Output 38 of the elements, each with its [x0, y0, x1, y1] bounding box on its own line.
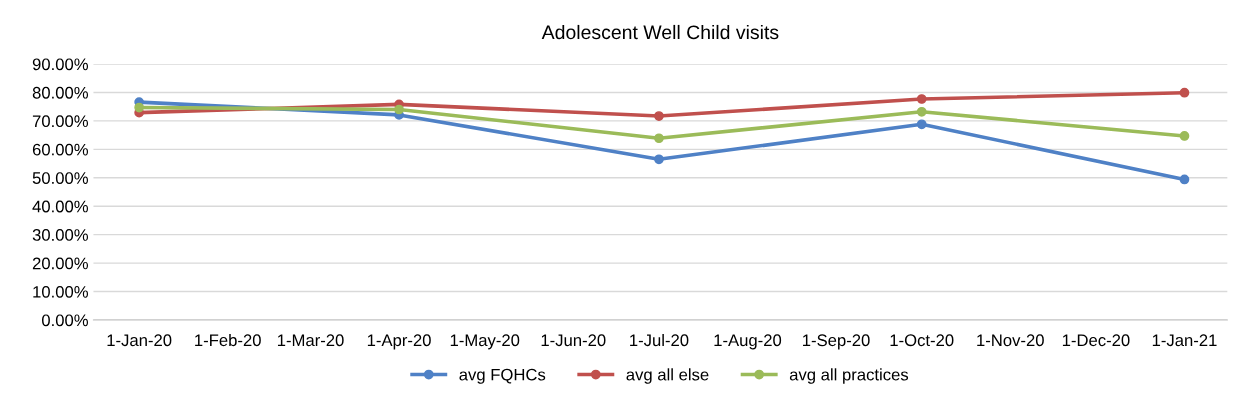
x-tick-label: 1-Feb-20: [195, 333, 261, 347]
point: [654, 154, 664, 165]
y-tick-label: 0.00%: [41, 314, 88, 327]
point: [916, 119, 927, 130]
y-tick-label: 10.00%: [33, 285, 88, 298]
y-tick-label: 60.00%: [32, 143, 88, 156]
point: [1179, 174, 1190, 185]
y-tick-label: 80.00%: [32, 86, 88, 99]
x-tick-label: 1-Mar-20: [277, 334, 344, 347]
point: [654, 111, 664, 121]
y-tick-label: 40.00%: [32, 200, 88, 213]
point: [1179, 87, 1190, 98]
point: [134, 102, 145, 113]
point: [916, 94, 927, 104]
x-tick-label: 1-Jul-20: [630, 333, 689, 347]
y-tick-label: 20.00%: [32, 257, 88, 270]
legend-label: avg all practices: [789, 368, 909, 384]
legend-label: avg FQHCs: [459, 368, 546, 384]
y-tick-label: 70.00%: [32, 115, 88, 128]
y-tick-label: 50.00%: [32, 172, 88, 184]
x-tick-label: 1-Nov-20: [977, 334, 1044, 347]
chart-title: Adolescent Well Child visits: [541, 24, 779, 40]
x-tick-label: 1-Dec-20: [1062, 334, 1130, 347]
x-tick-label: 1-Sep-20: [803, 334, 870, 350]
x-tick-label: 1-Jan-21: [1152, 334, 1217, 347]
x-tick-label: 1-May-20: [450, 334, 520, 350]
point: [394, 104, 404, 115]
x-tick-label: 1-Oct-20: [890, 334, 954, 347]
point: [654, 133, 664, 144]
y-tick-label: 90.00%: [32, 58, 88, 71]
x-tick-label: 1-Aug-20: [714, 334, 782, 350]
legend-label: avg all else: [626, 368, 709, 384]
point: [1179, 131, 1190, 141]
x-tick-label: 1-Jan-20: [107, 334, 172, 347]
x-tick-label: 1-Jun-20: [541, 334, 606, 347]
y-tick-label: 30.00%: [32, 229, 88, 241]
x-tick-label: 1-Apr-20: [367, 334, 431, 350]
point: [916, 106, 927, 117]
